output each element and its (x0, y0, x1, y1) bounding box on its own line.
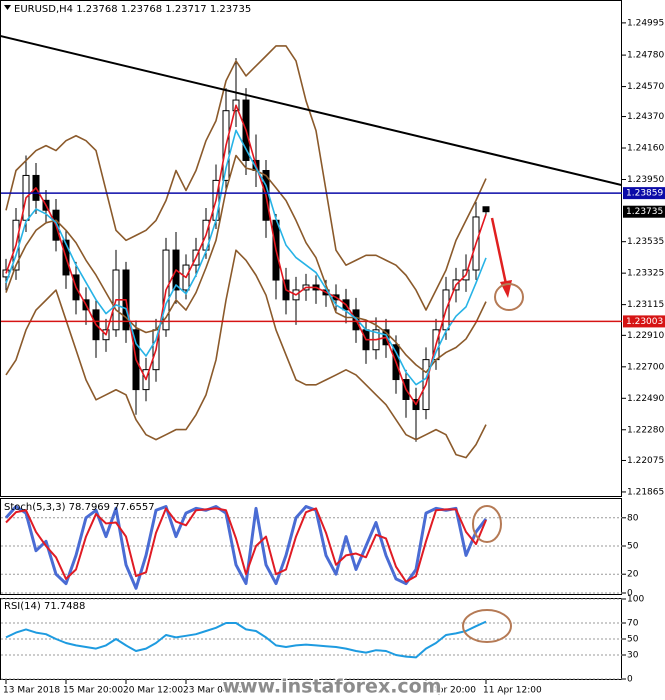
indicator-line (4, 505, 488, 590)
y-tick-label: 1.23535 (627, 237, 664, 247)
y-tick-label: 0 (627, 589, 633, 599)
y-tick-label: 1.24995 (627, 18, 664, 28)
y-tick-label: 70 (627, 619, 639, 629)
stoch-title: Stoch(5,3,3) (4, 502, 66, 513)
main-panel (0, 0, 622, 497)
y-tick-label: 1.23115 (627, 300, 664, 310)
watermark: www.instaforex.com (222, 676, 441, 698)
x-tick-label: 13 Mar 2018 (3, 686, 60, 696)
y-tick-label: 1.24370 (627, 112, 664, 122)
candle-body (482, 206, 490, 213)
y-tick-label: 1.23325 (627, 269, 664, 279)
indicator-line (5, 154, 487, 374)
stoch-header: Stoch(5,3,3) 78.7969 77.6557 (4, 502, 155, 513)
x-tick-label: 23 Mar 04:00 (183, 686, 243, 696)
last-price-label: 1.23735 (626, 207, 663, 217)
rsi-last: 71.7488 (44, 601, 85, 612)
y-tick-label: 1.24160 (627, 144, 664, 154)
indicator-line (5, 249, 487, 459)
level-label-box (623, 187, 665, 200)
x-tick-label: 20 Mar 12:00 (123, 686, 183, 696)
indicator-line (5, 620, 487, 659)
main-plot (1, 35, 622, 459)
indicator-line (5, 129, 487, 386)
x-tick-label: 15 Mar 20:00 (63, 686, 123, 696)
level-label-box (623, 315, 665, 328)
stoch-k-last: 78.7969 (69, 502, 110, 513)
y-tick-label: 20 (627, 570, 639, 580)
y-tick-label: 1.21865 (627, 487, 664, 497)
level-label: 1.23859 (626, 189, 663, 199)
indicator-line (5, 507, 487, 583)
y-tick-label: 1.22280 (627, 425, 664, 435)
y-tick-label: 1.22910 (627, 331, 664, 341)
last-low: 1.23717 (165, 4, 206, 15)
last-close: 1.23735 (210, 4, 251, 15)
x-tick-label: 11 Apr 12:00 (483, 686, 542, 696)
main-header: EURUSD,H4 1.23768 1.23768 1.23717 1.2373… (14, 4, 251, 15)
menu-icon (4, 5, 11, 10)
forecast-arrow (490, 217, 508, 285)
y-tick-label: 30 (627, 651, 639, 661)
x-tick-label: 6 Apr 20:00 (423, 686, 476, 696)
last-high: 1.23768 (121, 4, 162, 15)
y-tick-label: 100 (627, 595, 644, 605)
y-tick-label: 1.22075 (627, 456, 664, 466)
y-tick-label: 1.24570 (627, 82, 664, 92)
indicator-line (5, 45, 487, 311)
y-tick-label: 1.22490 (627, 394, 664, 404)
rsi-title: RSI(14) (4, 601, 41, 612)
y-tick-label: 1.23950 (627, 175, 664, 185)
y-tick-label: 1.24780 (627, 51, 664, 61)
trendline (1, 35, 622, 187)
rsi-header: RSI(14) 71.7488 (4, 601, 85, 612)
y-tick-label: 1.22700 (627, 362, 664, 372)
y-tick-label: 50 (627, 635, 639, 645)
level-label: 1.23003 (626, 317, 663, 327)
last-price-box (623, 205, 665, 218)
symbol: EURUSD,H4 (14, 4, 73, 15)
rsi-circle (462, 609, 512, 643)
indicator-line (5, 104, 487, 406)
stoch-d-last: 77.6557 (113, 502, 154, 513)
y-tick-label: 0 (627, 675, 633, 685)
plot-layer: 1.24995 1.24780 1.24570 1.24370 1.24160 1.239… (1, 18, 665, 696)
last-open: 1.23768 (76, 4, 117, 15)
target-circle (494, 283, 524, 311)
y-tick-label: 50 (627, 542, 639, 552)
stoch-circle (472, 505, 502, 543)
y-tick-label: 80 (627, 513, 639, 523)
